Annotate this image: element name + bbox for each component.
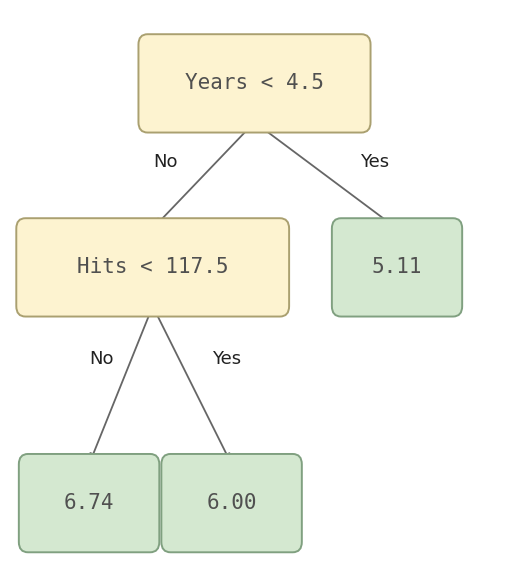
Text: Hits < 117.5: Hits < 117.5 <box>77 258 229 277</box>
FancyBboxPatch shape <box>138 34 371 133</box>
Text: 6.00: 6.00 <box>206 493 257 513</box>
Text: Yes: Yes <box>359 153 389 171</box>
FancyBboxPatch shape <box>19 454 159 552</box>
FancyBboxPatch shape <box>161 454 302 552</box>
Text: No: No <box>153 153 178 171</box>
Text: Yes: Yes <box>212 350 241 369</box>
Text: Years < 4.5: Years < 4.5 <box>185 74 324 93</box>
FancyBboxPatch shape <box>332 218 462 316</box>
Text: No: No <box>90 350 114 369</box>
Text: 5.11: 5.11 <box>372 258 422 277</box>
Text: 6.74: 6.74 <box>64 493 115 513</box>
FancyBboxPatch shape <box>16 218 289 316</box>
